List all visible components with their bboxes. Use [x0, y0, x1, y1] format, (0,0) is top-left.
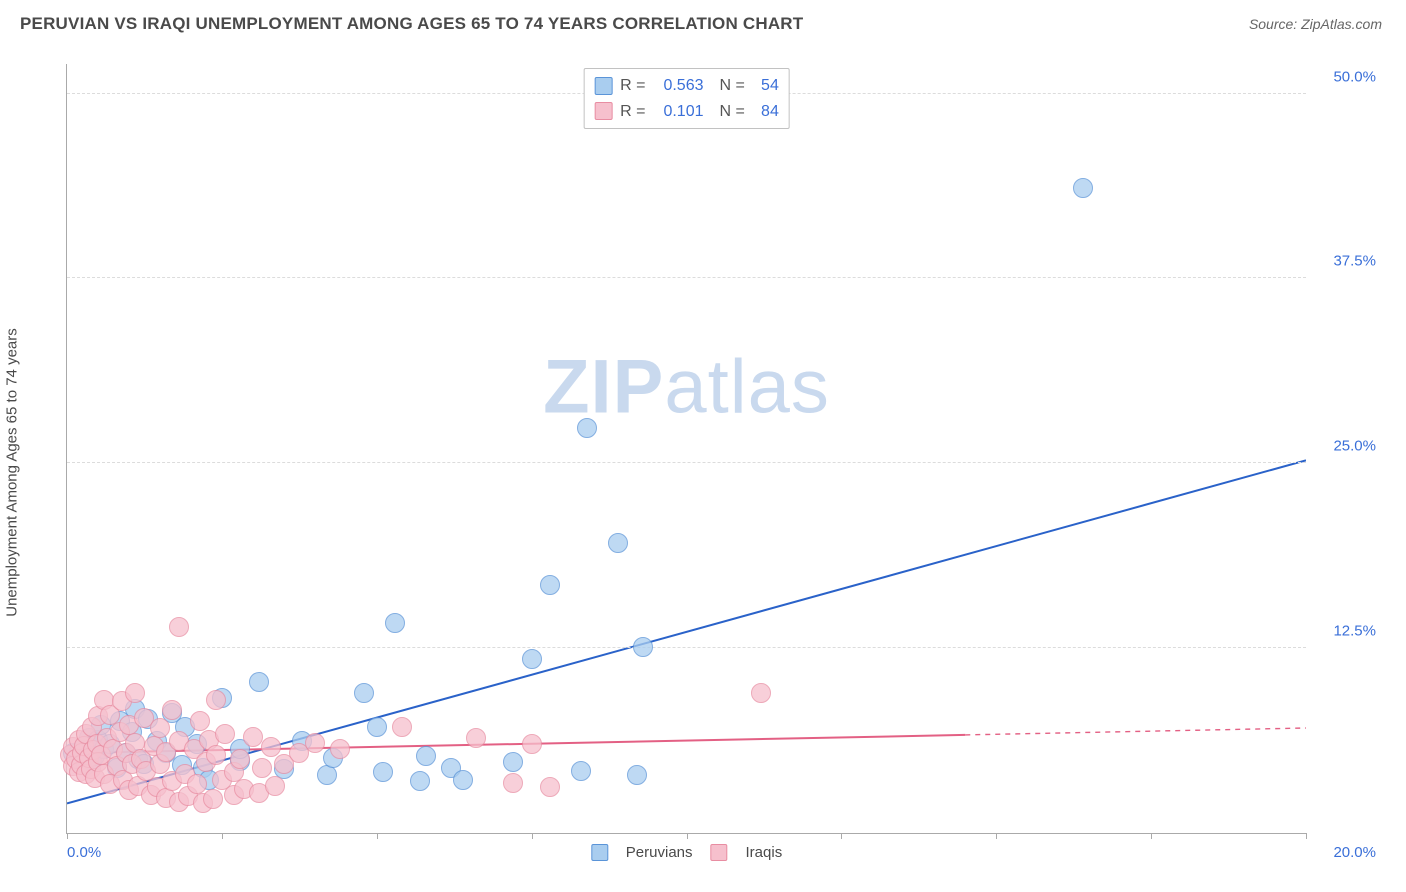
stat-r-iraqis: 0.101: [654, 99, 704, 125]
data-point: [633, 637, 653, 657]
x-tick: [222, 833, 223, 839]
data-point: [577, 418, 597, 438]
data-point: [466, 728, 486, 748]
y-tick-label: 12.5%: [1316, 623, 1376, 640]
stat-n-peruvians: 54: [753, 73, 779, 99]
legend-label-iraqis: Iraqis: [746, 844, 783, 861]
x-axis-min-label: 0.0%: [67, 844, 101, 861]
x-tick: [996, 833, 997, 839]
y-tick-label: 37.5%: [1316, 253, 1376, 270]
data-point: [410, 771, 430, 791]
swatch-iraqis: [594, 102, 612, 120]
data-point: [230, 749, 250, 769]
stat-n-iraqis: 84: [753, 99, 779, 125]
legend-swatch-iraqis: [711, 844, 728, 861]
x-tick: [532, 833, 533, 839]
stats-row-peruvians: R = 0.563 N = 54: [594, 73, 779, 99]
legend-swatch-peruvians: [591, 844, 608, 861]
data-point: [125, 683, 145, 703]
x-tick: [1306, 833, 1307, 839]
data-point: [608, 533, 628, 553]
data-point: [571, 761, 591, 781]
data-point: [187, 774, 207, 794]
gridline: [67, 277, 1306, 278]
data-point: [522, 649, 542, 669]
stat-r-peruvians: 0.563: [654, 73, 704, 99]
data-point: [203, 789, 223, 809]
stats-row-iraqis: R = 0.101 N = 84: [594, 99, 779, 125]
gridline: [67, 647, 1306, 648]
data-point: [162, 700, 182, 720]
source-attribution: Source: ZipAtlas.com: [1249, 16, 1382, 32]
data-point: [392, 717, 412, 737]
chart-container: Unemployment Among Ages 65 to 74 years Z…: [20, 50, 1386, 878]
x-tick: [841, 833, 842, 839]
data-point: [150, 718, 170, 738]
x-tick: [67, 833, 68, 839]
plot-area: ZIPatlas R = 0.563 N = 54 R = 0.101 N = …: [66, 64, 1306, 834]
y-tick-label: 25.0%: [1316, 438, 1376, 455]
chart-title: PERUVIAN VS IRAQI UNEMPLOYMENT AMONG AGE…: [20, 14, 803, 34]
x-axis-max-label: 20.0%: [1316, 844, 1376, 861]
stat-n-label: N =: [720, 99, 745, 125]
data-point: [317, 765, 337, 785]
data-point: [453, 770, 473, 790]
data-point: [215, 724, 235, 744]
data-point: [367, 717, 387, 737]
y-axis-label: Unemployment Among Ages 65 to 74 years: [4, 328, 21, 617]
legend: Peruvians Iraqis: [591, 844, 782, 861]
data-point: [354, 683, 374, 703]
gridline: [67, 462, 1306, 463]
swatch-peruvians: [594, 77, 612, 95]
data-point: [522, 734, 542, 754]
data-point: [190, 711, 210, 731]
data-point: [265, 776, 285, 796]
data-point: [503, 773, 523, 793]
data-point: [385, 613, 405, 633]
data-point: [416, 746, 436, 766]
x-tick: [687, 833, 688, 839]
header: PERUVIAN VS IRAQI UNEMPLOYMENT AMONG AGE…: [0, 0, 1406, 40]
y-tick-label: 50.0%: [1316, 68, 1376, 85]
watermark-zip: ZIP: [543, 344, 664, 429]
data-point: [330, 739, 350, 759]
stats-box: R = 0.563 N = 54 R = 0.101 N = 84: [583, 68, 790, 129]
data-point: [627, 765, 647, 785]
x-tick: [1151, 833, 1152, 839]
stat-r-label: R =: [620, 73, 645, 99]
stat-r-label: R =: [620, 99, 645, 125]
data-point: [252, 758, 272, 778]
data-point: [305, 733, 325, 753]
data-point: [169, 617, 189, 637]
data-point: [243, 727, 263, 747]
data-point: [503, 752, 523, 772]
watermark-atlas: atlas: [664, 344, 830, 429]
data-point: [373, 762, 393, 782]
data-point: [540, 777, 560, 797]
trend-lines: [67, 64, 1306, 833]
legend-label-peruvians: Peruvians: [626, 844, 693, 861]
stat-n-label: N =: [720, 73, 745, 99]
data-point: [206, 745, 226, 765]
x-tick: [377, 833, 378, 839]
data-point: [751, 683, 771, 703]
data-point: [540, 575, 560, 595]
data-point: [1073, 178, 1093, 198]
data-point: [249, 672, 269, 692]
data-point: [206, 690, 226, 710]
